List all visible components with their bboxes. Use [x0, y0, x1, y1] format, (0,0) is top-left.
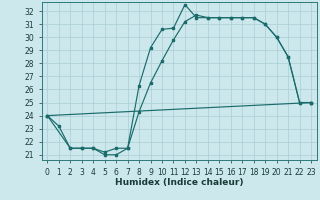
X-axis label: Humidex (Indice chaleur): Humidex (Indice chaleur): [115, 178, 244, 187]
